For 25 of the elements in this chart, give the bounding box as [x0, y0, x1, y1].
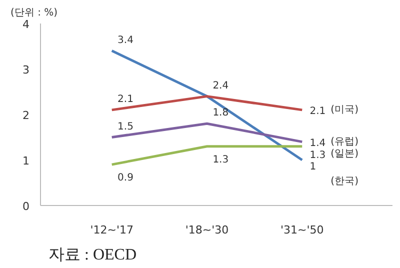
data-label: 2.4	[212, 80, 229, 92]
y-tick-label: 4	[22, 18, 30, 31]
data-label: 1	[310, 162, 316, 173]
x-tick-label: '18~'30	[185, 224, 229, 236]
chart-title: (단위 : %)	[10, 8, 58, 18]
data-label: 1.4	[310, 138, 326, 149]
text: (유럽)	[330, 136, 359, 148]
y-tick-label: 1	[22, 154, 30, 168]
text: (일본)	[330, 148, 359, 160]
data-label: 3.4	[118, 34, 134, 46]
x-tick-label: '12~'17	[90, 224, 134, 236]
data-label: 0.9	[118, 172, 134, 184]
y-tick-label: 3	[22, 64, 30, 76]
x-tick-label: '31~'50	[280, 224, 324, 236]
data-label: 1.3	[212, 154, 229, 166]
text: (한국)	[330, 176, 359, 188]
text: (미국)	[330, 104, 359, 116]
data-label: 1.8	[212, 108, 229, 119]
y-tick-label: 2	[22, 109, 30, 122]
data-label: 1.5	[118, 121, 134, 132]
data-label: 2.1	[310, 106, 326, 117]
data-label: 2.1	[118, 94, 134, 105]
y-tick-label: 0	[22, 200, 30, 213]
text: 자료 : OECD	[48, 246, 136, 264]
data-label: 1.3	[310, 150, 326, 161]
